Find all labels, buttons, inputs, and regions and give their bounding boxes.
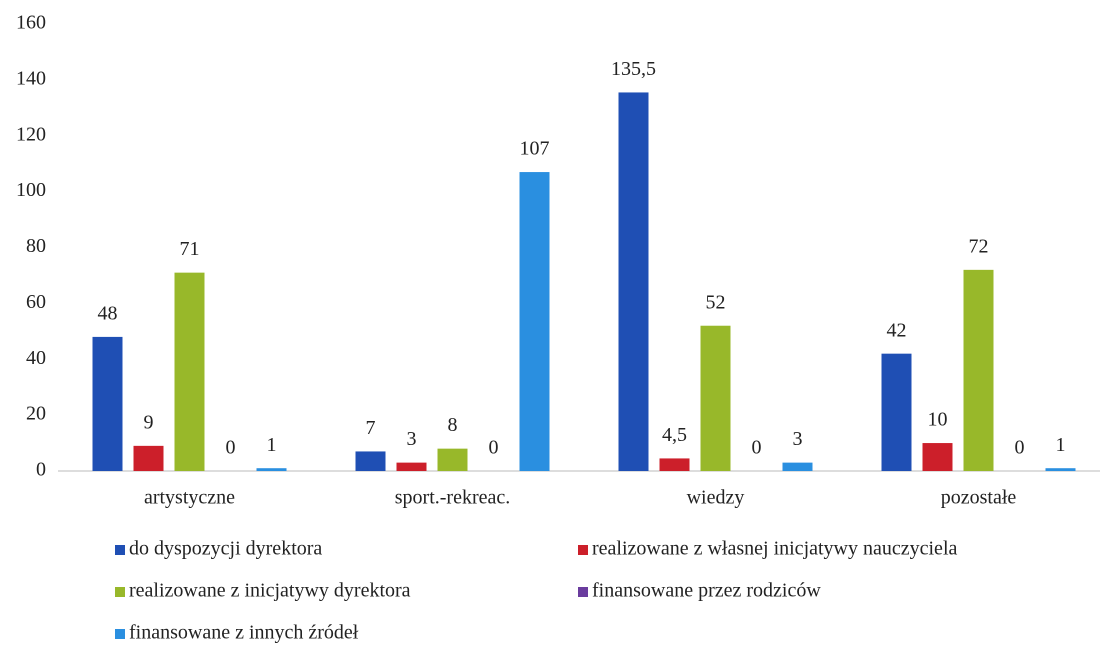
value-label: 1 bbox=[1056, 434, 1066, 456]
value-label: 71 bbox=[180, 238, 200, 260]
y-tick-label: 100 bbox=[16, 179, 46, 201]
value-label: 1 bbox=[267, 434, 277, 456]
legend-label: realizowane z inicjatywy dyrektora bbox=[129, 580, 411, 602]
bar bbox=[396, 462, 427, 471]
bar bbox=[618, 92, 649, 472]
bar bbox=[519, 172, 550, 471]
legend-swatch bbox=[115, 587, 125, 597]
value-label: 72 bbox=[969, 235, 989, 257]
value-label: 0 bbox=[226, 437, 236, 459]
y-tick-label: 20 bbox=[26, 403, 46, 425]
y-tick-label: 120 bbox=[16, 123, 46, 145]
legend-label: finansowane z innych źródeł bbox=[129, 622, 359, 644]
legend-swatch bbox=[578, 545, 588, 555]
value-label: 0 bbox=[489, 437, 499, 459]
bar bbox=[881, 353, 912, 471]
bar bbox=[922, 443, 953, 471]
legend-label: finansowane przez rodziców bbox=[592, 580, 821, 602]
bar bbox=[256, 468, 287, 471]
x-tick-label: artystyczne bbox=[144, 487, 235, 509]
x-tick-label: wiedzy bbox=[687, 487, 745, 509]
value-label: 4,5 bbox=[662, 424, 687, 446]
legend-swatch bbox=[115, 545, 125, 555]
y-tick-label: 0 bbox=[36, 459, 46, 481]
bar bbox=[92, 336, 123, 471]
bar bbox=[1045, 468, 1076, 471]
value-label: 3 bbox=[407, 428, 417, 450]
bar bbox=[174, 272, 205, 471]
y-tick-label: 80 bbox=[26, 235, 46, 257]
value-label: 0 bbox=[752, 437, 762, 459]
value-label: 42 bbox=[887, 319, 907, 341]
y-tick-label: 40 bbox=[26, 347, 46, 369]
value-label: 0 bbox=[1015, 437, 1025, 459]
value-label: 9 bbox=[144, 411, 154, 433]
legend-swatch bbox=[115, 629, 125, 639]
y-tick-label: 160 bbox=[16, 12, 46, 34]
bar bbox=[782, 462, 813, 471]
legend-swatch bbox=[578, 587, 588, 597]
legend-label: realizowane z własnej inicjatywy nauczyc… bbox=[592, 538, 957, 560]
y-tick-label: 140 bbox=[16, 67, 46, 89]
bar bbox=[133, 445, 164, 471]
bar bbox=[700, 325, 731, 471]
value-label: 48 bbox=[98, 302, 118, 324]
y-tick-label: 60 bbox=[26, 291, 46, 313]
value-label: 52 bbox=[706, 291, 726, 313]
value-label: 107 bbox=[520, 138, 550, 160]
x-tick-label: pozostałe bbox=[941, 487, 1017, 509]
value-label: 8 bbox=[448, 414, 458, 436]
bar bbox=[659, 458, 690, 471]
x-tick-label: sport.-rekreac. bbox=[395, 487, 511, 509]
bar bbox=[355, 451, 386, 471]
legend-label: do dyspozycji dyrektora bbox=[129, 538, 322, 560]
bar bbox=[963, 269, 994, 471]
value-label: 7 bbox=[366, 417, 376, 439]
value-label: 135,5 bbox=[611, 58, 656, 80]
value-label: 10 bbox=[928, 409, 948, 431]
bar bbox=[437, 448, 468, 471]
value-label: 3 bbox=[793, 428, 803, 450]
